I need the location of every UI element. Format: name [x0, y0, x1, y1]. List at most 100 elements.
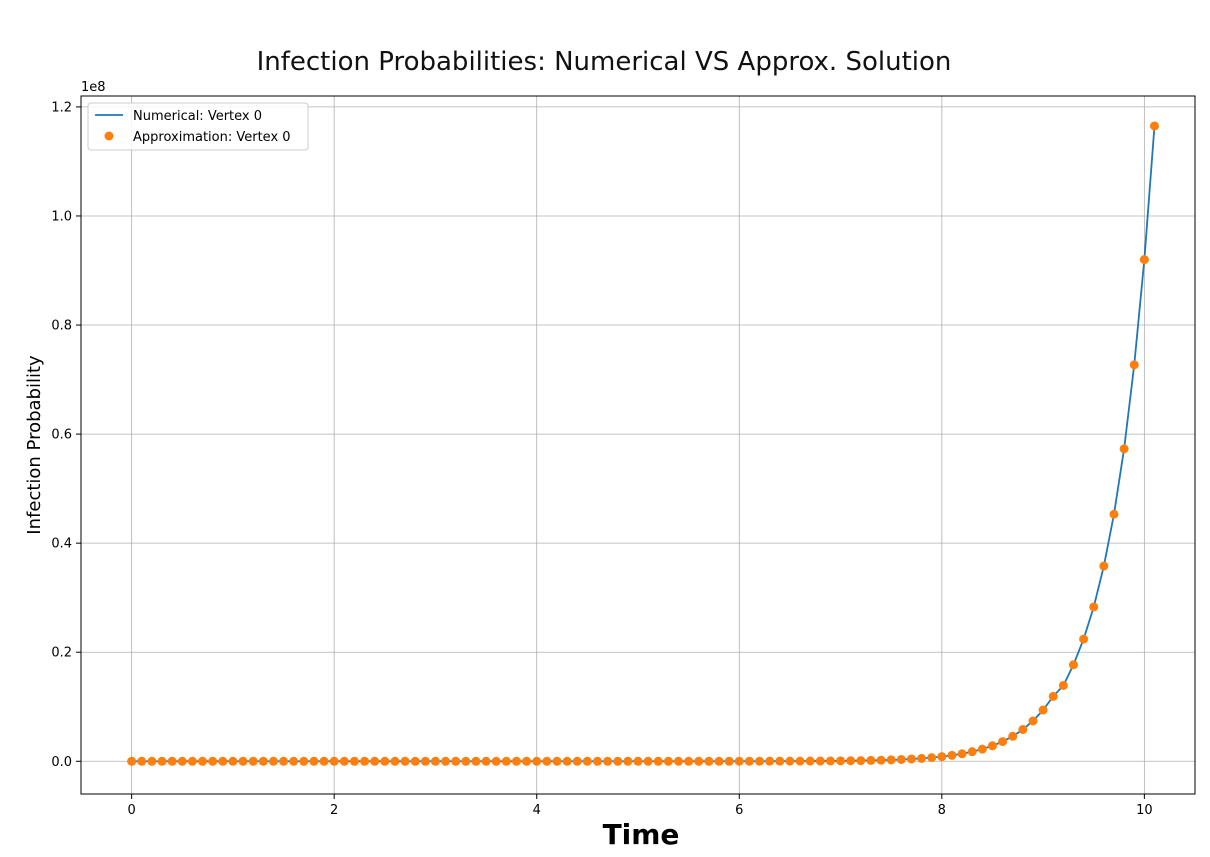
data-point: [299, 756, 309, 766]
data-point: [1109, 509, 1119, 519]
series-approximation: [127, 121, 1159, 766]
y-tick-label: 0.4: [51, 537, 72, 552]
data-point: [653, 756, 663, 766]
x-tick-label: 6: [735, 803, 743, 818]
data-point: [603, 756, 613, 766]
data-point: [613, 756, 623, 766]
data-point: [765, 756, 775, 766]
y-tick-label: 0.2: [51, 646, 72, 661]
y-tick-label: 1.0: [51, 209, 72, 224]
data-point: [572, 756, 582, 766]
data-point: [410, 756, 420, 766]
data-point: [349, 756, 359, 766]
x-axis-ticks: 0 2 4 6 8 10: [127, 794, 1153, 818]
data-point: [309, 756, 319, 766]
data-point: [228, 756, 238, 766]
data-point: [430, 756, 440, 766]
data-point: [279, 756, 289, 766]
data-point: [998, 737, 1008, 747]
data-point: [1018, 725, 1028, 735]
y-tick-label: 1.2: [51, 100, 72, 115]
x-tick-label: 2: [330, 803, 338, 818]
data-point: [977, 744, 987, 754]
data-point: [967, 747, 977, 757]
data-point: [623, 756, 633, 766]
data-point: [825, 756, 835, 766]
data-point: [704, 756, 714, 766]
plot-area-frame: [80, 95, 1196, 795]
data-point: [1058, 680, 1068, 690]
data-point: [1139, 255, 1149, 265]
data-point: [1099, 561, 1109, 571]
data-point: [633, 756, 643, 766]
data-point: [663, 756, 673, 766]
y-tick-label: 0.8: [51, 319, 72, 334]
data-point: [836, 756, 846, 766]
data-point: [896, 754, 906, 764]
legend-marker-swatch: [104, 131, 114, 141]
x-tick-label: 0: [127, 803, 135, 818]
data-point: [582, 756, 592, 766]
data-point: [248, 756, 258, 766]
data-point: [755, 756, 765, 766]
data-point: [268, 756, 278, 766]
data-point: [815, 756, 825, 766]
data-point: [390, 756, 400, 766]
data-point: [289, 756, 299, 766]
data-point: [785, 756, 795, 766]
data-point: [957, 749, 967, 759]
data-point: [339, 756, 349, 766]
data-point: [674, 756, 684, 766]
data-point: [491, 756, 501, 766]
data-point: [714, 756, 724, 766]
data-point: [481, 756, 491, 766]
x-tick-label: 4: [533, 803, 541, 818]
data-point: [947, 750, 957, 760]
data-point: [937, 752, 947, 762]
data-point: [1079, 634, 1089, 644]
data-point: [886, 755, 896, 765]
data-point: [1048, 691, 1058, 701]
data-point: [501, 756, 511, 766]
data-point: [198, 756, 208, 766]
x-tick-label: 8: [938, 803, 946, 818]
data-point: [127, 756, 137, 766]
data-point: [370, 756, 380, 766]
data-point: [592, 756, 602, 766]
data-point: [734, 756, 744, 766]
data-point: [1008, 731, 1018, 741]
data-point: [1129, 360, 1139, 370]
data-point: [805, 756, 815, 766]
data-point: [137, 756, 147, 766]
y-tick-label: 0.0: [51, 755, 72, 770]
data-point: [451, 756, 461, 766]
data-point: [795, 756, 805, 766]
y-tick-label: 0.6: [51, 428, 72, 443]
legend-entry-numerical: Numerical: Vertex 0: [133, 109, 262, 124]
data-point: [208, 756, 218, 766]
data-point: [1119, 444, 1129, 454]
grid: [81, 96, 1195, 794]
data-point: [157, 756, 167, 766]
data-point: [1089, 602, 1099, 612]
series-numerical: [131, 125, 1156, 763]
data-point: [744, 756, 754, 766]
x-axis-label: Time: [603, 818, 680, 851]
data-point: [1028, 716, 1038, 726]
y-axis-offset-label: 1e8: [81, 80, 106, 95]
legend-entry-approximation: Approximation: Vertex 0: [133, 130, 291, 145]
data-point: [562, 756, 572, 766]
y-axis-label: Infection Probability: [24, 355, 45, 535]
data-point: [917, 753, 927, 763]
data-point: [187, 756, 197, 766]
data-point: [684, 756, 694, 766]
data-point: [987, 741, 997, 751]
data-point: [927, 753, 937, 763]
data-point: [866, 755, 876, 765]
data-point: [177, 756, 187, 766]
x-tick-label: 10: [1136, 803, 1153, 818]
data-point: [906, 754, 916, 764]
data-point: [380, 756, 390, 766]
data-point: [511, 756, 521, 766]
data-point: [1068, 660, 1078, 670]
